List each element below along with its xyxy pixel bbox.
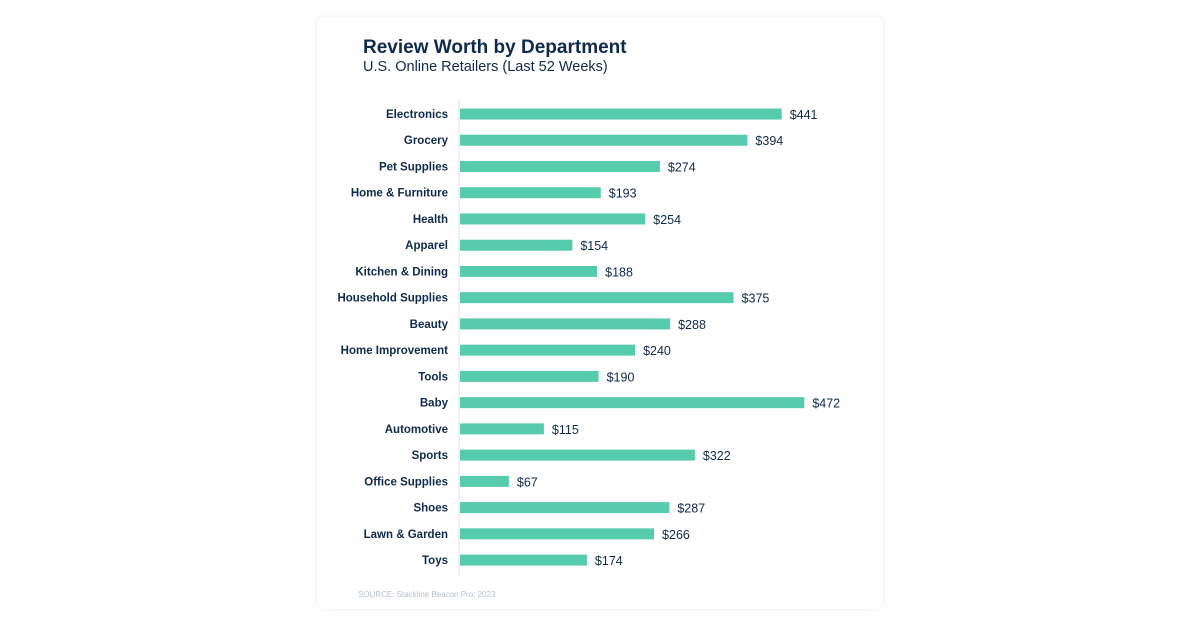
bar xyxy=(460,318,671,330)
bar xyxy=(460,187,601,199)
bar xyxy=(460,292,734,304)
bar xyxy=(460,370,599,382)
data-label: $472 xyxy=(812,397,840,411)
data-label: $266 xyxy=(662,528,690,542)
bar xyxy=(460,423,544,435)
category-label: Home Improvement xyxy=(341,345,449,357)
data-label: $322 xyxy=(703,449,731,463)
category-label: Shoes xyxy=(413,503,448,515)
category-label: Electronics xyxy=(386,109,448,121)
category-label: Beauty xyxy=(410,319,449,331)
category-label: Tools xyxy=(418,371,448,383)
category-label: Lawn & Garden xyxy=(364,529,448,541)
data-label: $441 xyxy=(790,108,818,122)
bar xyxy=(460,265,598,277)
data-label: $115 xyxy=(552,423,579,437)
data-label: $188 xyxy=(605,265,633,279)
category-label: Kitchen & Dining xyxy=(355,266,448,278)
category-label: Baby xyxy=(420,398,449,410)
category-label: Home & Furniture xyxy=(351,188,448,200)
data-label: $375 xyxy=(742,292,770,306)
category-label: Toys xyxy=(422,555,448,567)
bar xyxy=(460,397,805,409)
category-label: Household Supplies xyxy=(337,293,448,305)
bar xyxy=(460,160,660,172)
category-label: Health xyxy=(413,214,448,226)
data-label: $193 xyxy=(609,187,637,201)
bar xyxy=(460,344,636,356)
chart-title: Review Worth by Department xyxy=(363,37,627,58)
bar xyxy=(460,502,670,514)
category-label: Grocery xyxy=(404,135,449,147)
category-label: Apparel xyxy=(405,240,448,252)
data-label: $287 xyxy=(677,502,705,516)
bar xyxy=(460,475,509,487)
source-note: SOURCE: Stackline Beacon Pro; 2023 xyxy=(358,590,496,599)
bar xyxy=(460,108,782,120)
bar xyxy=(460,554,587,566)
category-label: Office Supplies xyxy=(364,476,448,488)
data-label: $240 xyxy=(643,344,671,358)
bar xyxy=(460,239,573,251)
chart-subtitle: U.S. Online Retailers (Last 52 Weeks) xyxy=(363,59,608,75)
data-label: $67 xyxy=(517,475,538,489)
data-label: $174 xyxy=(595,554,623,568)
data-label: $154 xyxy=(580,239,608,253)
data-label: $288 xyxy=(678,318,706,332)
bar xyxy=(460,134,748,146)
category-label: Pet Supplies xyxy=(379,161,448,173)
bar xyxy=(460,449,695,461)
data-label: $394 xyxy=(755,134,783,148)
data-label: $254 xyxy=(653,213,681,227)
data-label: $274 xyxy=(668,160,696,174)
bar xyxy=(460,213,646,225)
category-label: Sports xyxy=(412,450,448,462)
category-label: Automotive xyxy=(385,424,448,436)
data-label: $190 xyxy=(607,370,635,384)
bar xyxy=(460,528,655,540)
